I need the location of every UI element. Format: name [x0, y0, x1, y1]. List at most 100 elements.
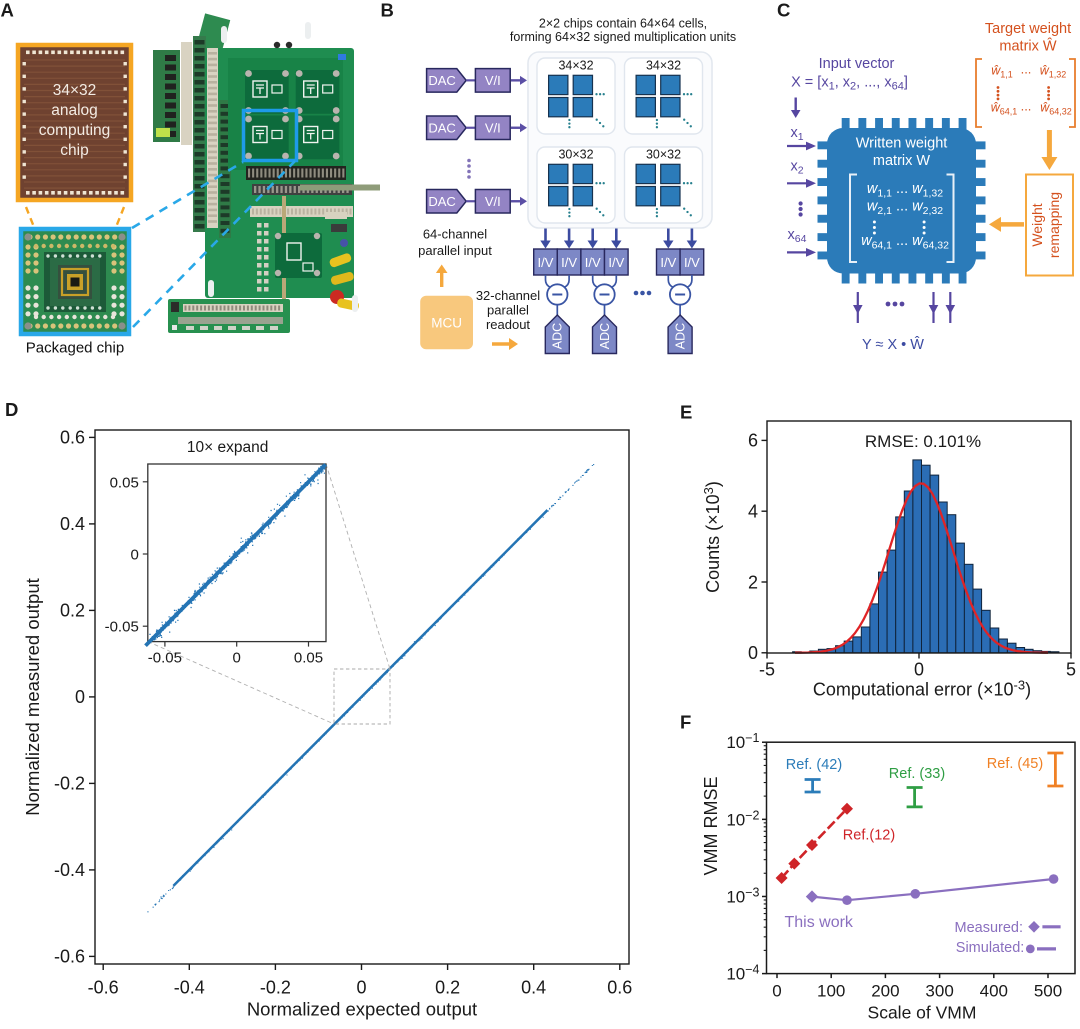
svg-text:Ref. (33): Ref. (33) [889, 766, 945, 782]
svg-text:0.6: 0.6 [60, 428, 85, 448]
svg-text:I/V: I/V [538, 255, 554, 270]
svg-text:ADC: ADC [598, 323, 612, 349]
svg-text:Written weight: Written weight [856, 136, 948, 152]
svg-text:0: 0 [75, 687, 85, 707]
svg-text:VMM RMSE: VMM RMSE [701, 777, 721, 876]
svg-text:0.4: 0.4 [60, 514, 85, 534]
svg-text:ADC: ADC [673, 323, 687, 349]
svg-text:...: ... [1021, 99, 1032, 114]
svg-text:34×32: 34×32 [646, 58, 681, 72]
svg-text:-0.4: -0.4 [54, 860, 85, 880]
svg-text:Counts (×103): Counts (×103) [701, 481, 723, 593]
svg-text:Packaged chip: Packaged chip [26, 340, 124, 357]
svg-text:computing: computing [39, 122, 111, 139]
svg-text:-0.05: -0.05 [105, 619, 139, 636]
svg-text:30×32: 30×32 [558, 147, 593, 161]
svg-text:10× expand: 10× expand [187, 439, 268, 456]
svg-text:0.4: 0.4 [521, 978, 546, 998]
svg-text:parallel input: parallel input [418, 243, 492, 258]
svg-text:0: 0 [356, 978, 366, 998]
svg-text:Ref. (42): Ref. (42) [786, 757, 842, 773]
svg-text:RMSE: 0.101%: RMSE: 0.101% [865, 432, 981, 451]
svg-text:0: 0 [914, 660, 924, 680]
svg-text:-0.2: -0.2 [260, 978, 291, 998]
svg-text:30×32: 30×32 [646, 147, 681, 161]
svg-text:-0.2: -0.2 [54, 774, 85, 794]
svg-text:4: 4 [748, 502, 758, 522]
svg-text:0: 0 [748, 643, 758, 663]
svg-text:200: 200 [871, 982, 899, 1001]
svg-text:0.05: 0.05 [294, 650, 323, 667]
svg-text:w2,1 ... w2,32: w2,1 ... w2,32 [867, 199, 943, 218]
svg-text:400: 400 [980, 982, 1008, 1001]
svg-text:X = [x1, x2, ..., x64]: X = [x1, x2, ..., x64] [791, 75, 908, 93]
svg-text:E: E [680, 402, 692, 423]
svg-text:I/V: I/V [561, 255, 577, 270]
svg-text:500: 500 [1034, 982, 1062, 1001]
svg-text:analog: analog [51, 102, 98, 119]
svg-text:2×2 chips contain 64×64 cells,: 2×2 chips contain 64×64 cells, [539, 17, 707, 31]
svg-text:V/I: V/I [485, 121, 501, 136]
svg-text:Ref.(12): Ref.(12) [843, 828, 895, 844]
svg-text:Y ≈ X • Ŵ: Y ≈ X • Ŵ [862, 336, 924, 353]
svg-text:ŵ1,32: ŵ1,32 [1040, 64, 1067, 80]
svg-text:DAC: DAC [428, 121, 455, 136]
svg-text:-5: -5 [759, 660, 775, 680]
svg-text:Normalized expected output: Normalized expected output [247, 999, 477, 1020]
svg-text:I/V: I/V [608, 255, 624, 270]
svg-text:100: 100 [817, 982, 845, 1001]
svg-text:ŵ64,1: ŵ64,1 [991, 101, 1018, 117]
svg-text:...: ... [1021, 62, 1032, 77]
svg-text:w1,1 ... w1,32: w1,1 ... w1,32 [867, 181, 943, 200]
svg-text:I/V: I/V [660, 255, 676, 270]
svg-text:MCU: MCU [431, 316, 462, 331]
svg-text:2: 2 [748, 572, 758, 592]
svg-text:w64,1 ... w64,32: w64,1 ... w64,32 [861, 233, 949, 252]
svg-text:34×32: 34×32 [558, 58, 593, 72]
svg-text:-0.6: -0.6 [54, 947, 85, 967]
svg-text:Simulated:: Simulated: [956, 940, 1025, 956]
svg-text:A: A [1, 0, 14, 20]
svg-text:chip: chip [60, 142, 88, 159]
svg-text:ŵ1,1: ŵ1,1 [991, 64, 1013, 80]
svg-text:V/I: V/I [485, 73, 501, 88]
svg-text:Input vector: Input vector [819, 56, 895, 72]
svg-text:64-channel: 64-channel [423, 227, 487, 242]
svg-text:-0.6: -0.6 [88, 978, 119, 998]
svg-text:5: 5 [1066, 660, 1076, 680]
svg-text:This work: This work [784, 914, 853, 931]
svg-text:parallel: parallel [487, 303, 529, 318]
svg-text:V/I: V/I [485, 194, 501, 209]
svg-text:Computational error (×10-3): Computational error (×10-3) [813, 678, 1031, 700]
svg-text:remapping: remapping [1046, 192, 1062, 258]
svg-text:0.2: 0.2 [435, 978, 460, 998]
svg-text:Target weight: Target weight [985, 21, 1071, 37]
svg-text:F: F [680, 712, 691, 733]
svg-text:0: 0 [772, 982, 781, 1001]
svg-text:Measured:: Measured: [954, 920, 1023, 936]
svg-text:-0.05: -0.05 [148, 650, 182, 667]
svg-text:ADC: ADC [551, 323, 565, 349]
svg-text:readout: readout [486, 317, 530, 332]
svg-text:matrix Ŵ: matrix Ŵ [999, 38, 1057, 55]
svg-text:32-channel: 32-channel [476, 288, 540, 303]
svg-text:C: C [777, 0, 790, 20]
svg-text:I/V: I/V [684, 255, 700, 270]
svg-text:6: 6 [748, 431, 758, 451]
svg-text:300: 300 [925, 982, 953, 1001]
svg-text:DAC: DAC [428, 73, 455, 88]
svg-text:0: 0 [130, 547, 138, 564]
svg-text:0.2: 0.2 [60, 601, 85, 621]
svg-text:-0.4: -0.4 [174, 978, 205, 998]
svg-text:Scale of VMM: Scale of VMM [868, 1003, 977, 1023]
svg-text:forming 64×32 signed multiplic: forming 64×32 signed multiplication unit… [510, 30, 736, 44]
svg-text:DAC: DAC [428, 194, 455, 209]
svg-text:ŵ64,32: ŵ64,32 [1040, 101, 1072, 117]
svg-text:matrix W: matrix W [873, 153, 931, 169]
svg-text:Weight: Weight [1029, 203, 1045, 246]
svg-text:0.05: 0.05 [110, 474, 139, 491]
svg-text:Ref. (45): Ref. (45) [987, 756, 1043, 772]
svg-text:34×32: 34×32 [53, 82, 97, 99]
svg-text:B: B [381, 0, 394, 20]
svg-text:0: 0 [233, 650, 241, 667]
